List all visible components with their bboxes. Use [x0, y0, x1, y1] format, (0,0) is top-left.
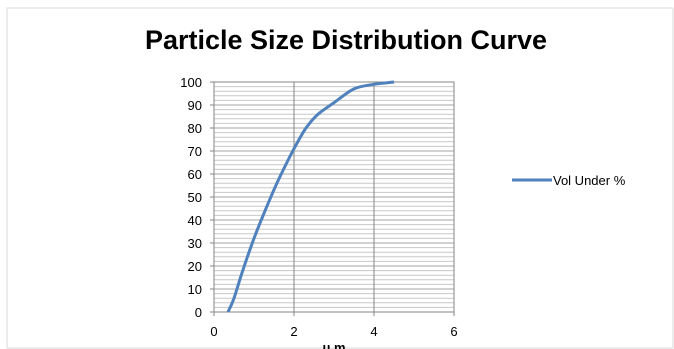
y-tick-label: 60 — [188, 167, 202, 182]
x-tick-label: 6 — [450, 324, 457, 339]
major-gridlines — [293, 82, 375, 312]
chart-border — [6, 7, 674, 349]
y-tick-label: 100 — [180, 75, 202, 90]
plot-area: 0 10 20 30 40 50 60 70 80 90 100 0 2 4 6 — [180, 75, 457, 339]
y-tick-label: 90 — [188, 98, 202, 113]
chart-title: Particle Size Distribution Curve — [145, 25, 547, 55]
minor-gridlines — [214, 86, 454, 308]
y-tick-label: 30 — [188, 236, 202, 251]
y-tick-label: 0 — [195, 305, 202, 320]
y-tick-label: 70 — [188, 144, 202, 159]
y-tick-label: 50 — [188, 190, 202, 205]
x-tick-label: 2 — [290, 324, 297, 339]
x-tick-label: 4 — [370, 324, 377, 339]
y-tick-label: 10 — [188, 282, 202, 297]
x-axis-label: μ m — [322, 340, 345, 349]
legend-label-vol-under: Vol Under % — [553, 173, 626, 188]
legend: Vol Under % — [512, 173, 626, 188]
y-axis-ticks: 0 10 20 30 40 50 60 70 80 90 100 — [180, 75, 214, 320]
y-tick-label: 20 — [188, 259, 202, 274]
series-layer — [226, 80, 395, 313]
y-tick-label: 80 — [188, 121, 202, 136]
x-tick-label: 0 — [210, 324, 217, 339]
y-tick-label: 40 — [188, 213, 202, 228]
x-axis-ticks: 0 2 4 6 — [210, 312, 458, 339]
